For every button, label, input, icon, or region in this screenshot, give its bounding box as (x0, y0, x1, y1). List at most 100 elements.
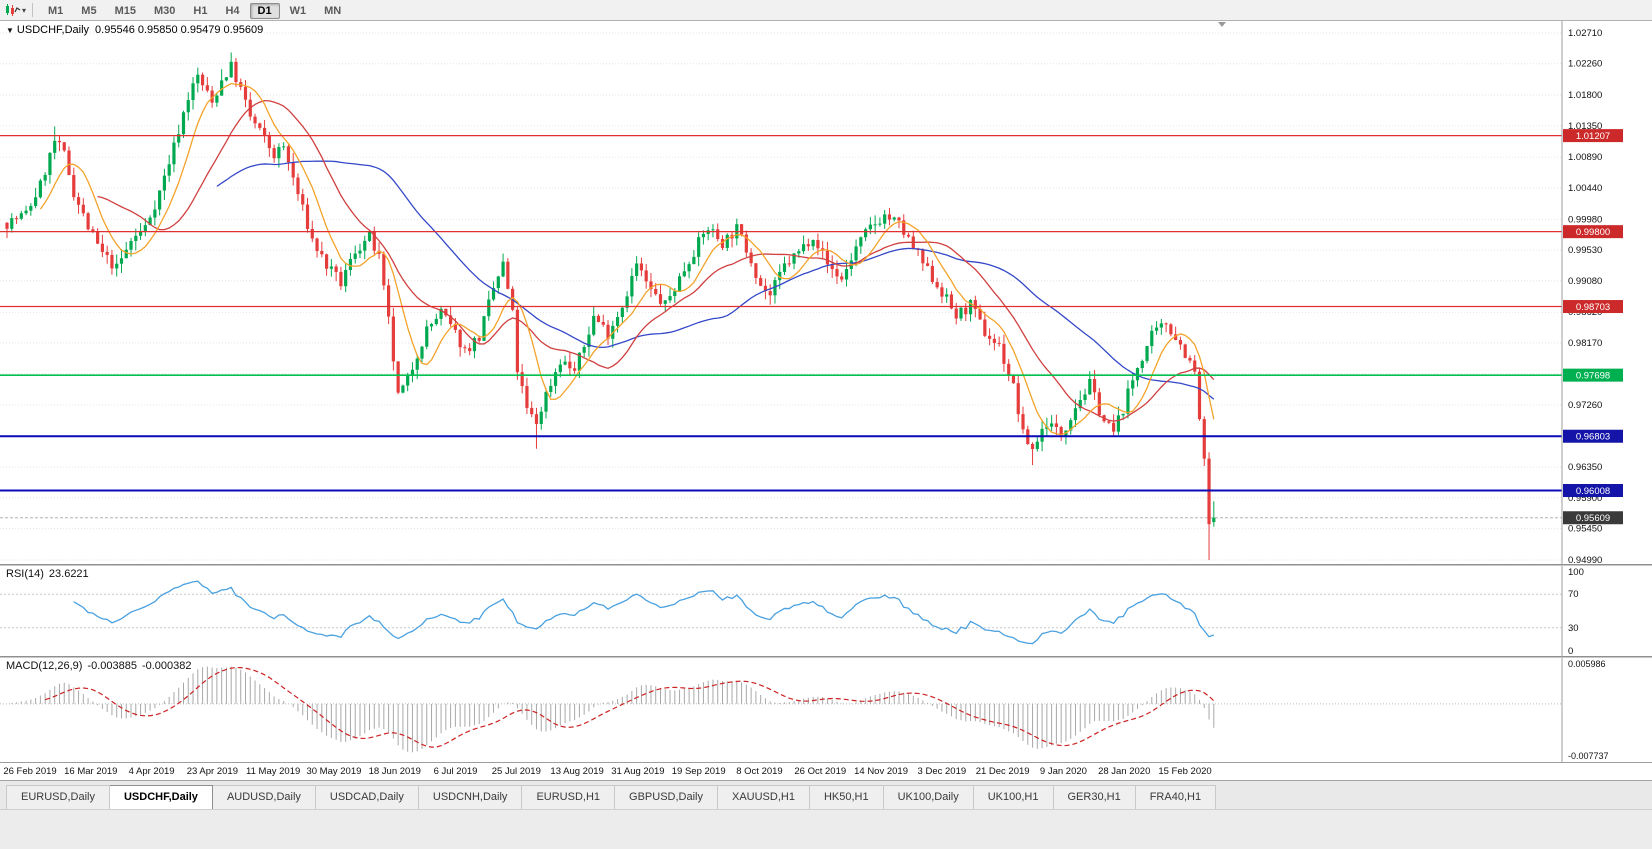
timeframe-button-h1[interactable]: H1 (193, 5, 208, 17)
chart-tab-usdchf-daily[interactable]: USDCHF,Daily (109, 785, 213, 810)
svg-text:0.94990: 0.94990 (1568, 555, 1602, 564)
date-label: 9 Jan 2020 (1039, 766, 1087, 777)
moving-averages (39, 82, 1215, 436)
ohlc-values: 0.95546 0.95850 0.95479 0.95609 (95, 24, 264, 36)
rsi-levels (0, 593, 1562, 629)
svg-text:0.99530: 0.99530 (1568, 245, 1602, 256)
timeframe-button-m15[interactable]: M15 (114, 5, 136, 17)
macd-histogram (11, 666, 1215, 753)
date-label: 6 Jul 2019 (433, 766, 478, 777)
chart-tab-eurusd-h1[interactable]: EURUSD,H1 (522, 785, 616, 810)
date-label: 11 May 2019 (246, 766, 301, 777)
macd-signal-value: -0.000382 (141, 660, 192, 672)
date-label: 28 Jan 2020 (1098, 766, 1151, 777)
ma-45-line (216, 160, 1215, 400)
chart-tool-dropdown-icon[interactable]: ▾ (22, 5, 27, 15)
timeframe-button-m30[interactable]: M30 (153, 5, 176, 17)
svg-text:0.98703: 0.98703 (1576, 302, 1610, 313)
rsi-value: 23.6221 (48, 568, 89, 580)
svg-text:0.005986: 0.005986 (1568, 659, 1606, 669)
price-chart-canvas[interactable]: 1.02710 1.02260 1.01800 1.01350 1.00890 1.004… (0, 21, 1652, 564)
svg-text:1.01350: 1.01350 (1568, 121, 1602, 132)
svg-text:-0.007737: -0.007737 (1568, 751, 1609, 761)
chart-tool-icon[interactable] (5, 3, 21, 17)
price-chart-panel[interactable]: 1.02710 1.02260 1.01800 1.01350 1.00890 1.004… (0, 21, 1652, 564)
timeframe-button-h4[interactable]: H4 (225, 5, 240, 17)
chart-tabbar: EURUSD,Daily USDCHF,Daily AUDUSD,Daily USDC… (0, 780, 1652, 810)
chart-tab-gbpusd-daily[interactable]: GBPUSD,Daily (615, 785, 718, 810)
macd-panel[interactable]: 0.005986 -0.007737 MACD(12,26,9) -0.003885… (0, 658, 1652, 762)
price-grid (0, 32, 1562, 561)
svg-text:70: 70 (1568, 589, 1579, 600)
svg-text:0.99080: 0.99080 (1568, 276, 1602, 287)
chart-tab-usdcnh-daily[interactable]: USDCNH,Daily (418, 785, 523, 810)
date-label: 21 Dec 2019 (975, 766, 1030, 777)
collapse-arrow-icon[interactable]: ▼ (6, 26, 14, 35)
macd-label: MACD(12,26,9) -0.003885 -0.000382 (6, 660, 192, 672)
chart-tab-ger30-h1[interactable]: GER30,H1 (1053, 785, 1136, 810)
date-label: 13 Aug 2019 (550, 766, 604, 777)
rsi-panel[interactable]: 100 70 30 0 RSI(14) 23.6221 (0, 566, 1652, 656)
timeframe-button-m1[interactable]: M1 (48, 5, 64, 17)
toolbar-separator (32, 3, 34, 17)
timeframe-button-d1[interactable]: D1 (249, 3, 280, 19)
chart-tab-usdcad-daily[interactable]: USDCAD,Daily (315, 785, 419, 810)
macd-canvas[interactable]: 0.005986 -0.007737 (0, 658, 1652, 762)
chart-tab-audusd-daily[interactable]: AUDUSD,Daily (212, 785, 316, 810)
svg-text:0.96008: 0.96008 (1576, 486, 1610, 497)
macd-axis-labels: 0.005986 -0.007737 (1568, 659, 1609, 761)
rsi-indicator-name: RSI(14) (6, 568, 44, 580)
chart-tab-uk100-daily[interactable]: UK100,Daily (883, 785, 974, 810)
chart-tab-fra40-h1[interactable]: FRA40,H1 (1135, 785, 1217, 810)
rsi-canvas[interactable]: 100 70 30 0 (0, 566, 1652, 656)
date-label: 16 Mar 2019 (64, 766, 118, 777)
time-axis[interactable]: 26 Feb 2019 16 Mar 2019 4 Apr 2019 23 Apr 2… (0, 762, 1652, 780)
svg-text:0.95609: 0.95609 (1576, 513, 1610, 524)
chart-tab-hk50-h1[interactable]: HK50,H1 (809, 785, 884, 810)
svg-text:0.95450: 0.95450 (1568, 524, 1602, 535)
chart-title: ▼ USDCHF,Daily 0.95546 0.95850 0.95479 0.9… (6, 24, 263, 36)
date-label: 19 Sep 2019 (671, 766, 726, 777)
date-label: 26 Oct 2019 (794, 766, 847, 777)
svg-text:1.02260: 1.02260 (1568, 59, 1602, 70)
ma-8-line (39, 82, 1215, 436)
svg-text:0.97698: 0.97698 (1576, 371, 1610, 382)
chart-tabs: EURUSD,Daily USDCHF,Daily AUDUSD,Daily USDC… (6, 785, 1217, 810)
panel-splitter[interactable] (0, 656, 1652, 658)
date-label: 8 Oct 2019 (736, 766, 783, 777)
timeframe-button-w1[interactable]: W1 (289, 5, 307, 17)
macd-main-value: -0.003885 (87, 660, 137, 672)
date-label: 14 Nov 2019 (854, 766, 908, 777)
chart-tab-xauusd-h1[interactable]: XAUUSD,H1 (717, 785, 810, 810)
symbol-label: USDCHF,Daily (16, 24, 90, 36)
svg-text:0.99980: 0.99980 (1568, 214, 1602, 225)
rsi-axis-labels: 100 70 30 0 (1568, 567, 1584, 656)
date-label: 15 Feb 2020 (1158, 766, 1212, 777)
chart-shift-marker[interactable] (1218, 22, 1226, 27)
chart-tab-uk100-h1[interactable]: UK100,H1 (973, 785, 1054, 810)
svg-text:1.01207: 1.01207 (1576, 131, 1610, 142)
date-label: 26 Feb 2019 (3, 766, 57, 777)
chart-tab-eurusd-daily[interactable]: EURUSD,Daily (6, 785, 110, 810)
svg-text:30: 30 (1568, 623, 1579, 634)
candles (5, 52, 1216, 560)
ma-20-line (97, 99, 1215, 422)
date-label: 23 Apr 2019 (186, 766, 238, 777)
rsi-label: RSI(14) 23.6221 (6, 568, 89, 580)
macd-signal-line (44, 666, 1215, 748)
date-label: 25 Jul 2019 (491, 766, 541, 777)
price-badges: 1.01207 0.99800 0.98703 0.97698 0.96803 0.960… (1563, 129, 1623, 525)
svg-text:1.00440: 1.00440 (1568, 183, 1602, 194)
date-label: 30 May 2019 (306, 766, 362, 777)
date-label: 4 Apr 2019 (128, 766, 175, 777)
timeframe-button-m5[interactable]: M5 (81, 5, 97, 17)
svg-text:100: 100 (1568, 567, 1584, 578)
svg-text:0.97260: 0.97260 (1568, 400, 1602, 411)
mini-candles-icon (6, 4, 21, 16)
timeframe-button-mn[interactable]: MN (324, 5, 342, 17)
svg-text:0.95900: 0.95900 (1568, 493, 1602, 504)
panel-splitter[interactable] (0, 564, 1652, 566)
macd-indicator-name: MACD(12,26,9) (6, 660, 83, 672)
svg-text:0.96803: 0.96803 (1576, 432, 1610, 443)
